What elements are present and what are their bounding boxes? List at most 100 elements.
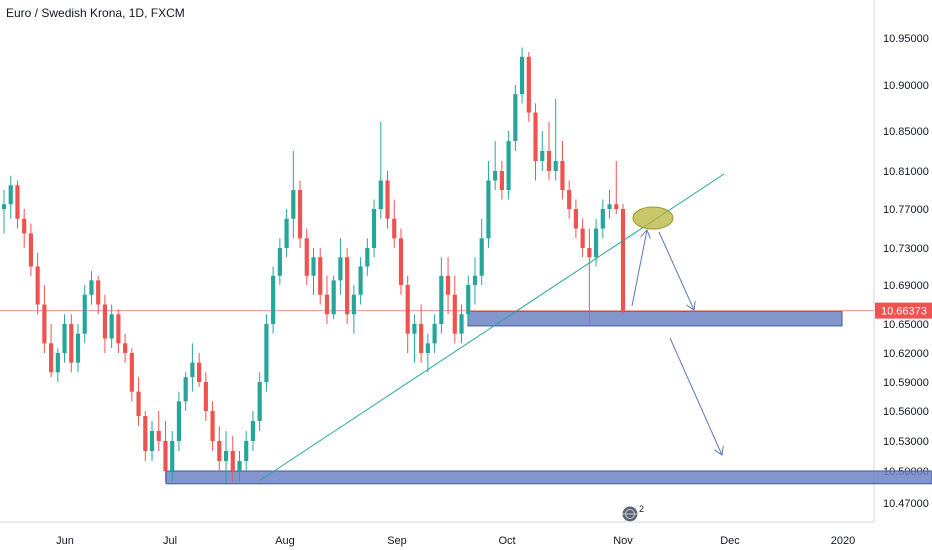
candle-body: [533, 112, 538, 161]
candle-body: [35, 266, 40, 305]
candle-body: [493, 171, 498, 181]
candle-body: [358, 266, 363, 295]
projection-arrow: [658, 231, 694, 310]
candle-body: [217, 441, 222, 461]
y-tick-label: 10.65000: [883, 319, 929, 331]
candle-body: [432, 324, 437, 344]
candle-body: [62, 324, 67, 353]
x-tick-label: Nov: [613, 535, 633, 547]
candle-body: [123, 343, 128, 353]
x-axis-labels: Jun Jul Aug Sep Oct Nov Dec 2020: [56, 535, 855, 547]
x-tick-label: Sep: [387, 535, 407, 547]
support-zone-box: [467, 310, 843, 327]
candle-body: [338, 257, 343, 281]
candle-body: [223, 451, 229, 461]
candle-body: [149, 431, 155, 451]
candle-body: [55, 353, 60, 373]
candle-body: [197, 362, 202, 382]
candle-body: [304, 238, 309, 276]
candle-body: [600, 209, 605, 229]
event-count: 2: [639, 504, 644, 514]
symbol-title[interactable]: Euro / Swedish Krona, 1D, FXCM: [6, 6, 185, 20]
candle-body: [176, 401, 182, 441]
candle-body: [250, 421, 256, 441]
candle-body: [351, 294, 356, 315]
candle-body: [190, 362, 195, 378]
candles: [1, 47, 626, 482]
candle-body: [472, 275, 478, 285]
candle-body: [513, 94, 518, 141]
candle-body: [102, 304, 108, 339]
candle-body: [365, 248, 370, 267]
candle-body: [553, 161, 558, 171]
y-tick-label: 10.85000: [883, 126, 929, 138]
x-tick-label: Jul: [163, 535, 177, 547]
x-tick-label: Oct: [498, 535, 515, 547]
candle-body: [143, 416, 148, 451]
candle-body: [230, 451, 235, 471]
candle-body: [567, 190, 572, 209]
candle-body: [82, 294, 87, 334]
candle-body: [412, 324, 417, 334]
candle-body: [8, 185, 13, 205]
candle-body: [607, 204, 612, 209]
candle-body: [203, 382, 208, 411]
y-tick-label: 10.77000: [883, 204, 929, 216]
x-tick-label: Dec: [720, 535, 740, 547]
candle-body: [519, 56, 525, 95]
candle-body: [284, 218, 289, 248]
candle-body: [560, 161, 565, 190]
y-tick-label: 10.69000: [883, 280, 929, 292]
candle-body: [170, 441, 175, 471]
candle-body: [486, 180, 491, 239]
highlight-ellipse: [632, 206, 674, 230]
candle-body: [540, 151, 545, 161]
candle-body: [116, 314, 121, 344]
candle-body: [297, 190, 303, 239]
candle-body: [109, 314, 114, 339]
y-tick-label: 10.90000: [883, 80, 929, 92]
candle-body: [75, 333, 81, 363]
event-badge: 2: [621, 504, 644, 523]
candle-body: [49, 343, 54, 373]
y-tick-label: 10.81000: [883, 166, 929, 178]
candle-body: [311, 257, 316, 276]
x-tick-label: Aug: [275, 535, 295, 547]
y-tick-label: 10.59000: [883, 377, 929, 389]
candle-body: [398, 238, 404, 285]
candle-body: [42, 304, 47, 344]
y-tick-label: 10.56000: [883, 406, 929, 418]
candle-body: [546, 151, 552, 171]
candle-body: [385, 180, 390, 219]
candle-body: [479, 238, 484, 276]
y-tick-label: 10.62000: [883, 348, 929, 360]
candle-body: [614, 204, 619, 209]
candle-body: [291, 190, 296, 219]
candle-body: [371, 209, 377, 248]
candle-body: [96, 280, 101, 305]
candle-body: [580, 228, 585, 248]
candle-body: [506, 141, 511, 190]
candle-body: [594, 228, 599, 258]
candle-body: [69, 324, 74, 363]
candle-body: [425, 343, 430, 353]
x-tick-label: 2020: [831, 535, 855, 547]
current-price-label: 10.66373: [881, 306, 927, 318]
candle-body: [136, 391, 141, 416]
y-tick-label: 10.53000: [883, 436, 929, 448]
candle-body: [318, 257, 323, 295]
candle-body: [419, 324, 424, 353]
projection-arrow: [669, 337, 722, 455]
candle-body: [210, 411, 215, 441]
candle-body: [405, 285, 410, 334]
candle-body: [15, 185, 20, 219]
candle-body: [331, 280, 336, 315]
candle-body: [620, 209, 626, 311]
candle-body: [264, 324, 269, 382]
candle-body: [271, 275, 276, 324]
current-price-tag: [875, 302, 932, 319]
candle-body: [257, 382, 262, 421]
y-axis-labels: 10.95000 10.90000 10.85000 10.81000 10.77000…: [883, 33, 929, 510]
